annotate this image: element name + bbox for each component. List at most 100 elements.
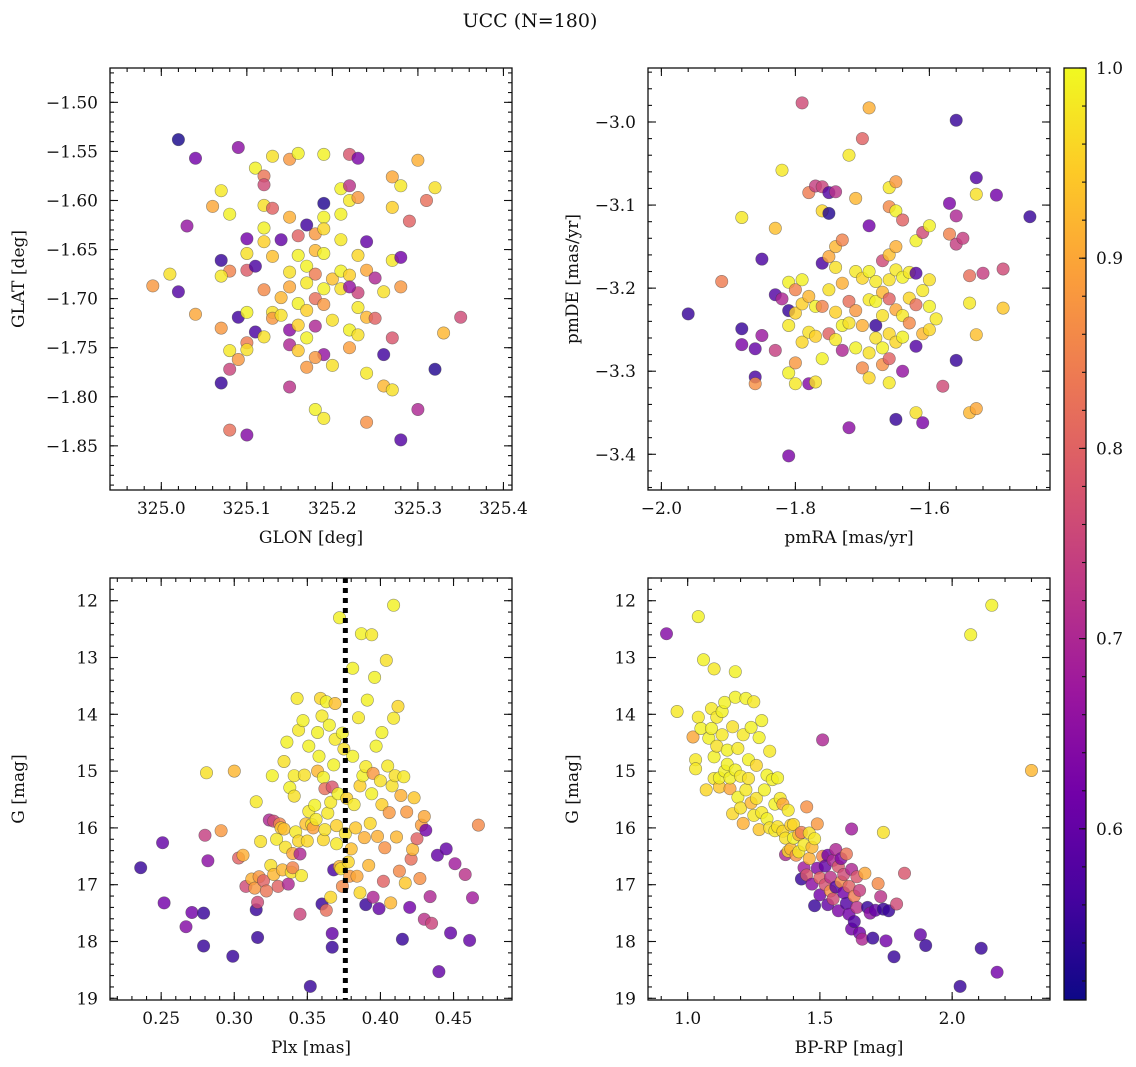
axes-frame <box>647 577 1051 1001</box>
data-point <box>403 900 417 914</box>
data-point <box>156 836 170 850</box>
data-point <box>281 877 295 891</box>
data-point <box>458 867 472 881</box>
data-point <box>325 940 339 954</box>
data-point <box>334 233 348 247</box>
data-point <box>808 832 822 846</box>
data-point <box>879 934 893 948</box>
y-tick-label: 19 <box>76 989 98 1009</box>
data-point <box>788 283 802 297</box>
data-point <box>283 210 297 224</box>
data-point <box>351 300 365 314</box>
data-point <box>996 262 1010 276</box>
data-point <box>308 350 322 364</box>
x-tick-label: 2.0 <box>939 1009 966 1029</box>
axes-frame <box>109 577 513 1001</box>
data-point <box>373 774 387 788</box>
data-point <box>294 869 308 883</box>
data-point <box>808 329 822 343</box>
data-point <box>223 344 237 358</box>
data-point <box>317 147 331 161</box>
data-point <box>691 710 705 724</box>
y-axis-label: G [mag] <box>9 754 29 823</box>
data-point <box>311 725 325 739</box>
data-point <box>775 163 789 177</box>
data-point <box>862 264 876 278</box>
data-point <box>810 817 824 831</box>
data-point <box>909 298 923 312</box>
x-axis-label: Plx [mas] <box>271 1038 351 1058</box>
data-point <box>257 283 271 297</box>
data-point <box>795 335 809 349</box>
data-point <box>985 598 999 612</box>
data-point <box>389 830 403 844</box>
data-point <box>322 718 336 732</box>
data-point <box>829 305 843 319</box>
data-point <box>430 848 444 862</box>
x-tick-label: 0.40 <box>362 1009 400 1029</box>
data-point <box>351 248 365 262</box>
data-point <box>350 869 364 883</box>
data-point <box>897 866 911 880</box>
data-point <box>428 181 442 195</box>
y-tick-label: −1.60 <box>46 191 98 211</box>
data-point <box>394 280 408 294</box>
data-point <box>283 380 297 394</box>
data-point <box>942 227 956 241</box>
data-point <box>869 274 883 288</box>
y-tick-label: 12 <box>76 592 98 612</box>
data-point <box>379 653 393 667</box>
data-point <box>231 352 245 366</box>
data-point <box>185 905 199 919</box>
data-point <box>689 762 703 776</box>
data-point <box>735 338 749 352</box>
data-point <box>1025 763 1039 777</box>
data-point <box>286 861 300 875</box>
data-point <box>223 207 237 221</box>
data-point <box>362 858 376 872</box>
data-point <box>707 750 721 764</box>
data-point <box>189 307 203 321</box>
data-point <box>368 670 382 684</box>
data-point <box>731 741 745 755</box>
data-point <box>882 292 896 306</box>
data-point <box>889 412 903 426</box>
data-point <box>752 731 766 745</box>
data-point <box>342 179 356 193</box>
data-point <box>315 709 329 723</box>
data-point <box>423 890 437 904</box>
data-point <box>741 771 755 785</box>
data-point <box>300 218 314 232</box>
data-point <box>465 891 479 905</box>
data-point <box>989 188 1003 202</box>
data-point <box>381 759 395 773</box>
data-point <box>411 402 425 416</box>
data-point <box>257 221 271 235</box>
data-point <box>715 728 729 742</box>
data-point <box>866 931 880 945</box>
data-point <box>346 661 360 675</box>
data-point <box>369 739 383 753</box>
data-point <box>274 291 288 305</box>
data-point <box>291 296 305 310</box>
data-point <box>786 817 800 831</box>
data-point <box>365 787 379 801</box>
y-tick-label: −3.0 <box>595 113 636 133</box>
data-point <box>882 376 896 390</box>
x-tick-label: 325.3 <box>394 499 443 519</box>
data-point <box>990 965 1004 979</box>
data-point <box>146 279 160 293</box>
data-point <box>691 610 705 624</box>
data-point <box>318 823 332 837</box>
data-point <box>896 330 910 344</box>
data-point <box>735 322 749 336</box>
data-point <box>197 939 211 953</box>
data-point <box>439 842 453 856</box>
data-point <box>360 366 374 380</box>
data-point <box>862 101 876 115</box>
data-point <box>748 377 762 391</box>
data-point <box>996 301 1010 315</box>
data-point <box>291 318 305 332</box>
data-point <box>822 250 836 264</box>
data-point <box>876 825 890 839</box>
